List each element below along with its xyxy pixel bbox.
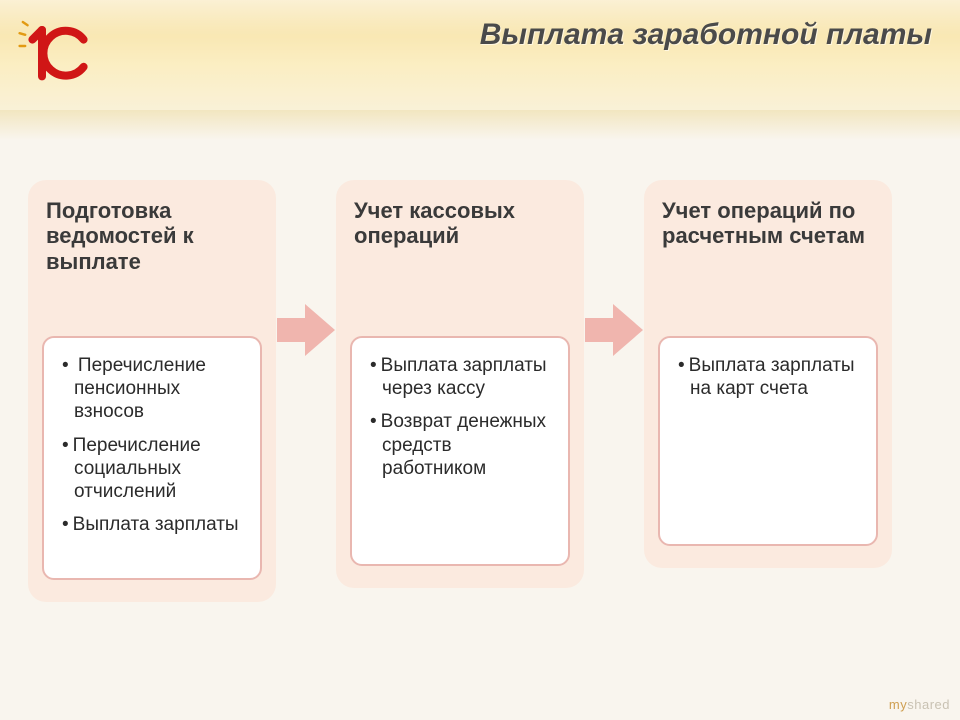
card-item: Выплата зарплаты xyxy=(58,513,250,536)
flow-row: Подготовка ведомостей к выплате Перечисл… xyxy=(0,180,960,720)
card-body: Выплата зарплаты через кассу Возврат дене… xyxy=(350,336,570,566)
flow-card: Учет кассовых операций Выплата зарплаты ч… xyxy=(336,180,584,588)
card-item: Выплата зарплаты через кассу xyxy=(366,354,558,400)
card-body: Перечисление пенсионных взносов Перечисле… xyxy=(42,336,262,580)
watermark-left: my xyxy=(889,697,907,712)
card-item-list: Перечисление пенсионных взносов Перечисле… xyxy=(54,354,250,536)
header-underbar xyxy=(0,110,960,140)
flow-arrow xyxy=(584,300,644,360)
arrow-right-icon xyxy=(277,300,335,360)
card-heading: Подготовка ведомостей к выплате xyxy=(46,198,258,318)
header-band xyxy=(0,0,960,112)
card-item-list: Выплата зарплаты через кассу Возврат дене… xyxy=(362,354,558,480)
logo-1c-icon xyxy=(18,14,98,94)
card-body: Выплата зарплаты на карт счета xyxy=(658,336,878,546)
flow-arrow xyxy=(276,300,336,360)
card-item: Перечисление социальных отчислений xyxy=(58,434,250,504)
watermark: myshared xyxy=(889,697,950,712)
flow-card: Подготовка ведомостей к выплате Перечисл… xyxy=(28,180,276,602)
arrow-right-icon xyxy=(585,300,643,360)
flow-card: Учет операций по расчетным счетам Выплата… xyxy=(644,180,892,568)
card-heading: Учет операций по расчетным счетам xyxy=(662,198,874,318)
card-item: Выплата зарплаты на карт счета xyxy=(674,354,866,400)
watermark-right: shared xyxy=(907,697,950,712)
card-item-list: Выплата зарплаты на карт счета xyxy=(670,354,866,400)
card-heading: Учет кассовых операций xyxy=(354,198,566,318)
card-item: Возврат денежных средств работником xyxy=(366,410,558,480)
page-title: Выплата заработной платы xyxy=(480,18,932,52)
card-item: Перечисление пенсионных взносов xyxy=(58,354,250,424)
